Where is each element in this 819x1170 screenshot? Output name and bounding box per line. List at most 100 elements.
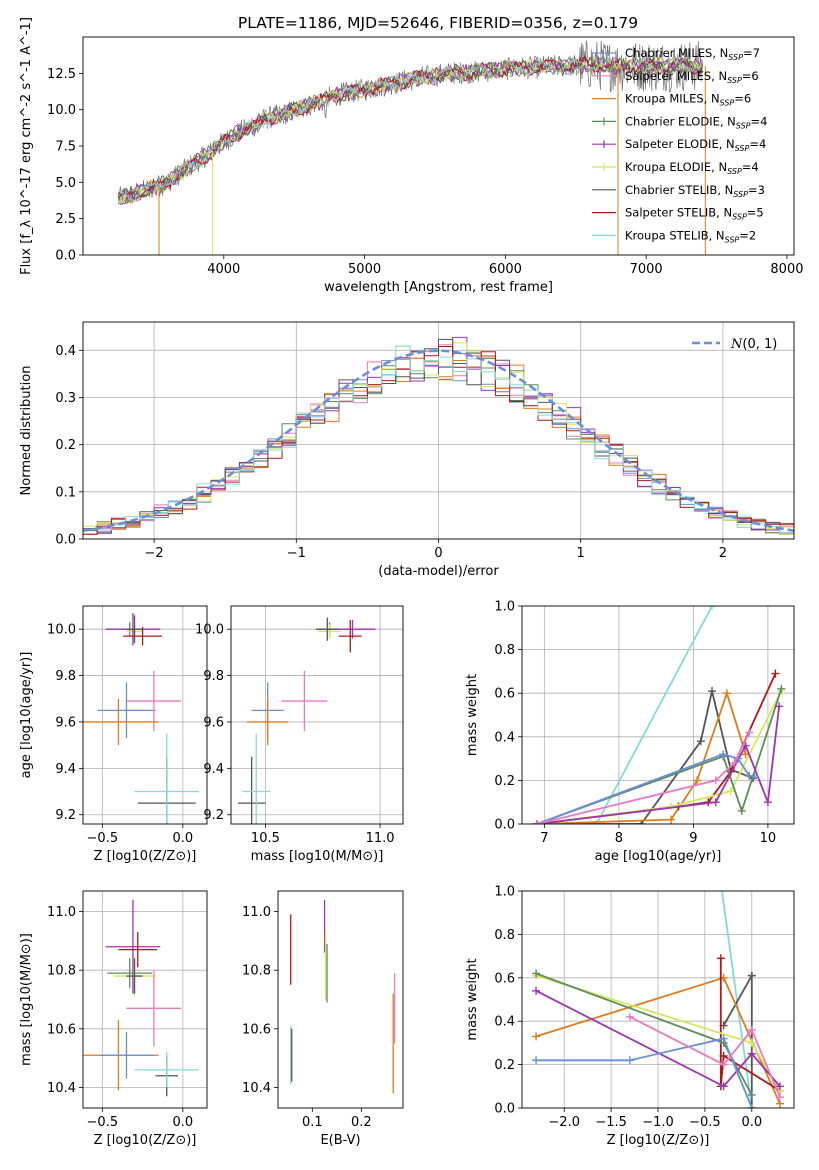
y-tick-label: 11.0 bbox=[47, 905, 76, 920]
weight-point-marker bbox=[708, 606, 717, 610]
y-tick-label: 0.0 bbox=[494, 818, 515, 833]
y-tick-label: 2.5 bbox=[55, 212, 76, 227]
x-axis-label: (data-model)/error bbox=[378, 564, 499, 579]
panel-age-vs-mass: 10.5 11.0 9.2 9.4 9.6 9.8 10.0 mass [log10(M/M⊙… bbox=[195, 605, 404, 864]
weight-point-marker bbox=[777, 684, 786, 693]
y-tick-label: 9.6 bbox=[55, 715, 76, 730]
y-tick-label: 9.4 bbox=[55, 762, 76, 777]
error-bar-point bbox=[126, 670, 182, 732]
error-bar-point bbox=[126, 970, 182, 1047]
x-tick-label: 1 bbox=[577, 546, 585, 561]
error-bar-point bbox=[318, 624, 342, 639]
error-bar-point bbox=[126, 615, 143, 644]
x-tick-label: 4000 bbox=[207, 262, 240, 277]
weight-point-marker bbox=[775, 702, 784, 711]
panel-spectrum: 4000 5000 6000 7000 8000 0.0 2.5 5.0 7.5 10.0 12.5… bbox=[19, 17, 804, 295]
y-tick-label: 0.8 bbox=[494, 643, 515, 658]
y-tick-label: 9.2 bbox=[55, 808, 76, 823]
y-tick-label: 0.4 bbox=[494, 730, 515, 745]
error-bar-point bbox=[107, 958, 153, 988]
axes-frame bbox=[82, 321, 795, 540]
panel-residuals: −2 −1 0 1 2 0.0 0.1 0.2 0.3 0.4 (data-model)/error… bbox=[19, 321, 795, 579]
spectrum-model-line bbox=[117, 55, 703, 200]
error-bar-point bbox=[134, 1052, 199, 1088]
y-tick-label: 7.5 bbox=[55, 140, 76, 155]
error-bar-point bbox=[247, 698, 289, 746]
residual-legend: N(0, 1) bbox=[692, 337, 777, 352]
weight-point-marker bbox=[775, 1082, 784, 1091]
weight-point-marker bbox=[747, 1104, 756, 1108]
x-tick-label: 7000 bbox=[630, 262, 663, 277]
weight-point-marker bbox=[708, 687, 717, 696]
axes-frame bbox=[277, 890, 404, 1109]
y-tick-label: 0.0 bbox=[494, 1102, 515, 1117]
error-bar-point bbox=[105, 899, 161, 994]
weight-point-marker bbox=[719, 1051, 728, 1060]
weight-point-marker bbox=[726, 787, 735, 796]
x-tick-label: 2 bbox=[719, 546, 727, 561]
x-tick-label: 7 bbox=[540, 831, 548, 846]
weight-point-marker bbox=[696, 737, 705, 746]
weight-point-marker bbox=[625, 1012, 634, 1021]
error-bar-point bbox=[281, 670, 328, 732]
y-tick-label: 0.3 bbox=[55, 391, 76, 406]
panel-mass-vs-Z: −0.5 0.0 10.4 10.6 10.8 11.0 Z [log10(Z/Z⊙)] ma… bbox=[19, 890, 208, 1148]
y-tick-label: 1.0 bbox=[494, 600, 515, 615]
weight-point-marker bbox=[719, 750, 728, 759]
weight-point-marker bbox=[532, 1032, 541, 1041]
spectrum-model-line bbox=[117, 56, 703, 202]
y-axis-label: mass weight bbox=[465, 958, 480, 1040]
weight-series-line bbox=[721, 891, 753, 1108]
y-tick-label: 10.0 bbox=[47, 103, 76, 118]
x-tick-label: −0.5 bbox=[87, 831, 119, 846]
x-axis-label: mass [log10(M/M⊙)] bbox=[251, 849, 384, 864]
y-tick-label: 9.4 bbox=[203, 762, 224, 777]
axes-frame bbox=[230, 605, 404, 825]
plot-area bbox=[117, 40, 706, 255]
x-tick-label: 9 bbox=[689, 831, 697, 846]
x-axis-label: Z [log10(Z/Z⊙)] bbox=[94, 1133, 197, 1148]
weight-series-line bbox=[719, 958, 781, 1092]
x-tick-label: −1.5 bbox=[595, 1115, 627, 1130]
axes-frame bbox=[82, 890, 208, 1109]
x-tick-label: 0.2 bbox=[351, 1115, 372, 1130]
spectrum-model-line bbox=[118, 55, 703, 205]
weight-point-marker bbox=[771, 669, 780, 678]
x-tick-label: 11.0 bbox=[366, 831, 395, 846]
error-bar-point bbox=[242, 733, 270, 824]
weight-point-marker bbox=[722, 689, 731, 698]
spectrum-model-line bbox=[117, 55, 703, 199]
weight-point-marker bbox=[715, 865, 723, 873]
normal-curve bbox=[83, 349, 794, 532]
y-tick-label: 10.0 bbox=[47, 623, 76, 638]
axes-frame bbox=[521, 890, 795, 1109]
x-tick-label: 10.5 bbox=[251, 831, 280, 846]
x-axis-label: wavelength [Angstrom, rest frame] bbox=[324, 280, 553, 295]
y-axis-label: mass [log10(M/M⊙)] bbox=[19, 933, 34, 1066]
legend-entry: N(0, 1) bbox=[730, 337, 777, 352]
weight-point-marker bbox=[532, 969, 541, 978]
error-bar-point bbox=[315, 617, 339, 641]
y-axis-label: age [log10(age/yr)] bbox=[19, 652, 34, 779]
x-axis-label: age [log10(age/yr)] bbox=[595, 849, 722, 864]
spectrum-data-line bbox=[117, 40, 703, 205]
axes-frame bbox=[521, 605, 795, 825]
weight-point-marker bbox=[747, 1025, 756, 1034]
y-tick-label: 10.6 bbox=[47, 1022, 76, 1037]
weight-point-marker bbox=[711, 776, 720, 785]
weight-point-marker bbox=[747, 1090, 756, 1099]
x-tick-label: 6000 bbox=[489, 262, 522, 277]
x-axis-label: E(B-V) bbox=[320, 1133, 360, 1148]
error-bar-point bbox=[123, 626, 162, 646]
weight-point-marker bbox=[716, 954, 725, 963]
spectrum-legend: Chabrier MILES, NSSP=7 Salpeter MILES, NS… bbox=[592, 46, 767, 244]
x-tick-label: 0.0 bbox=[741, 1115, 762, 1130]
plot-area bbox=[522, 865, 794, 1108]
y-tick-label: 9.2 bbox=[203, 808, 224, 823]
y-tick-label: 10.4 bbox=[47, 1081, 76, 1096]
y-axis-label: mass weight bbox=[465, 674, 480, 756]
weight-series-line bbox=[536, 1037, 753, 1108]
plot-area bbox=[290, 899, 396, 1094]
weight-point-marker bbox=[763, 798, 772, 807]
weight-point-marker bbox=[719, 1082, 728, 1091]
